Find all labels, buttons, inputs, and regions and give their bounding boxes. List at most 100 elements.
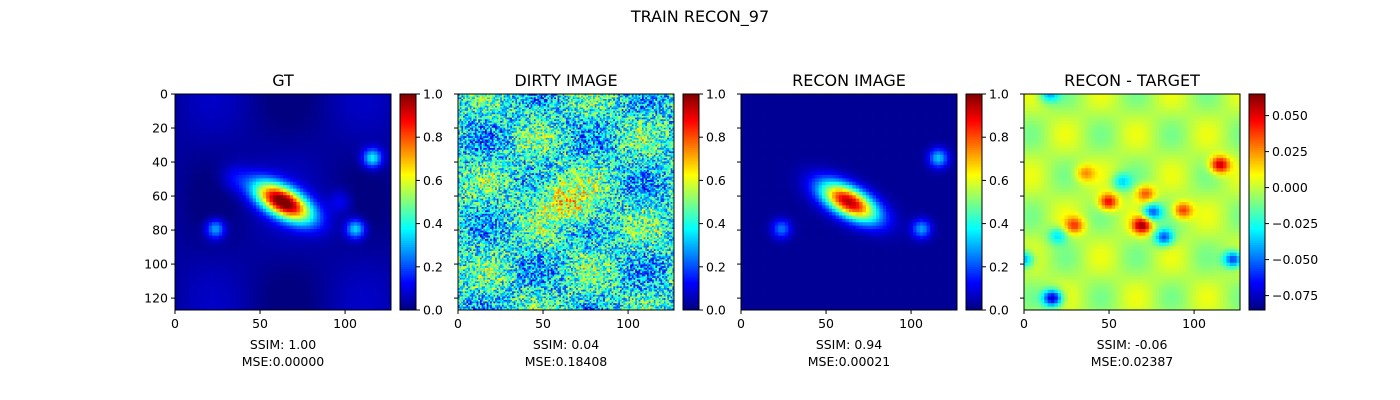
- heatmap-cell: [307, 229, 311, 233]
- heatmap-cell: [340, 270, 344, 274]
- heatmap-cell: [273, 182, 277, 186]
- heatmap-cell: [209, 135, 213, 139]
- heatmap-cell: [205, 243, 209, 247]
- heatmap-cell: [290, 185, 294, 189]
- heatmap-cell: [253, 138, 257, 142]
- heatmap-cell: [280, 185, 284, 189]
- heatmap-cell: [253, 162, 257, 166]
- heatmap-cell: [344, 216, 348, 220]
- heatmap-cell: [381, 266, 385, 270]
- heatmap-cell: [327, 185, 331, 189]
- heatmap-cell: [307, 189, 311, 193]
- heatmap-cell: [239, 138, 243, 142]
- heatmap-cell: [324, 135, 328, 139]
- heatmap-cell: [351, 178, 355, 182]
- heatmap-cell: [381, 249, 385, 253]
- heatmap-cell: [364, 135, 368, 139]
- heatmap-cell: [219, 131, 223, 135]
- heatmap-cell: [270, 263, 274, 267]
- heatmap-cell: [195, 280, 199, 284]
- heatmap-cell: [374, 202, 378, 206]
- heatmap-cell: [344, 172, 348, 176]
- heatmap-cell: [276, 216, 280, 220]
- heatmap-cell: [270, 202, 274, 206]
- heatmap-cell: [303, 178, 307, 182]
- heatmap-cell: [324, 192, 328, 196]
- heatmap-cell: [259, 94, 263, 98]
- heatmap-cell: [276, 199, 280, 203]
- heatmap-cell: [357, 216, 361, 220]
- heatmap-cell: [293, 202, 297, 206]
- heatmap-cell: [313, 131, 317, 135]
- heatmap-cell: [199, 243, 203, 247]
- heatmap-cell: [175, 263, 179, 267]
- heatmap-cell: [384, 229, 388, 233]
- heatmap-cell: [357, 94, 361, 98]
- heatmap-cell: [202, 256, 206, 260]
- heatmap-cell: [249, 273, 253, 277]
- heatmap-cell: [357, 118, 361, 122]
- heatmap-cell: [212, 121, 216, 125]
- heatmap-cell: [232, 212, 236, 216]
- heatmap-cell: [219, 226, 223, 230]
- heatmap-cell: [222, 141, 226, 145]
- heatmap-cell: [259, 256, 263, 260]
- heatmap-cell: [185, 121, 189, 125]
- heatmap-cell: [178, 141, 182, 145]
- heatmap-cell: [280, 253, 284, 257]
- heatmap-cell: [324, 216, 328, 220]
- heatmap-cell: [324, 270, 328, 274]
- heatmap-cell: [259, 172, 263, 176]
- heatmap-cell: [361, 151, 365, 155]
- heatmap-cell: [300, 246, 304, 250]
- heatmap-cell: [293, 185, 297, 189]
- heatmap-cell: [317, 141, 321, 145]
- heatmap-cell: [330, 114, 334, 118]
- heatmap-cell: [263, 253, 267, 257]
- heatmap-cell: [263, 111, 267, 115]
- heatmap-cell: [307, 178, 311, 182]
- heatmap-cell: [229, 259, 233, 263]
- heatmap-cell: [178, 212, 182, 216]
- heatmap-cell: [317, 131, 321, 135]
- heatmap-cell: [364, 114, 368, 118]
- heatmap-cell: [351, 168, 355, 172]
- heatmap-cell: [212, 232, 216, 236]
- heatmap-cell: [249, 216, 253, 220]
- heatmap-cell: [374, 280, 378, 284]
- heatmap-cell: [340, 192, 344, 196]
- heatmap-cell: [185, 209, 189, 213]
- heatmap-cell: [283, 138, 287, 142]
- heatmap-cell: [378, 101, 382, 105]
- heatmap-cell: [276, 94, 280, 98]
- heatmap-cell: [324, 101, 328, 105]
- heatmap-cell: [381, 128, 385, 132]
- heatmap-cell: [209, 168, 213, 172]
- heatmap-cell: [344, 263, 348, 267]
- heatmap-cell: [192, 138, 196, 142]
- heatmap-cell: [340, 273, 344, 277]
- heatmap-cell: [371, 253, 375, 257]
- heatmap-cell: [263, 158, 267, 162]
- heatmap-cell: [361, 131, 365, 135]
- heatmap-cell: [293, 246, 297, 250]
- heatmap-cell: [263, 216, 267, 220]
- heatmap-cell: [239, 162, 243, 166]
- heatmap-cell: [256, 195, 260, 199]
- heatmap-cell: [192, 246, 196, 250]
- heatmap-cell: [232, 121, 236, 125]
- heatmap-cell: [297, 175, 301, 179]
- heatmap-cell: [202, 283, 206, 287]
- heatmap-cell: [232, 162, 236, 166]
- heatmap-cell: [243, 172, 247, 176]
- heatmap-cell: [259, 253, 263, 257]
- heatmap-cell: [354, 280, 358, 284]
- heatmap-cell: [290, 236, 294, 240]
- heatmap-cell: [205, 121, 209, 125]
- heatmap-cell: [216, 97, 220, 101]
- heatmap-cell: [259, 162, 263, 166]
- heatmap-cell: [246, 232, 250, 236]
- heatmap-cell: [364, 145, 368, 149]
- heatmap-cell: [280, 256, 284, 260]
- heatmap-cell: [290, 121, 294, 125]
